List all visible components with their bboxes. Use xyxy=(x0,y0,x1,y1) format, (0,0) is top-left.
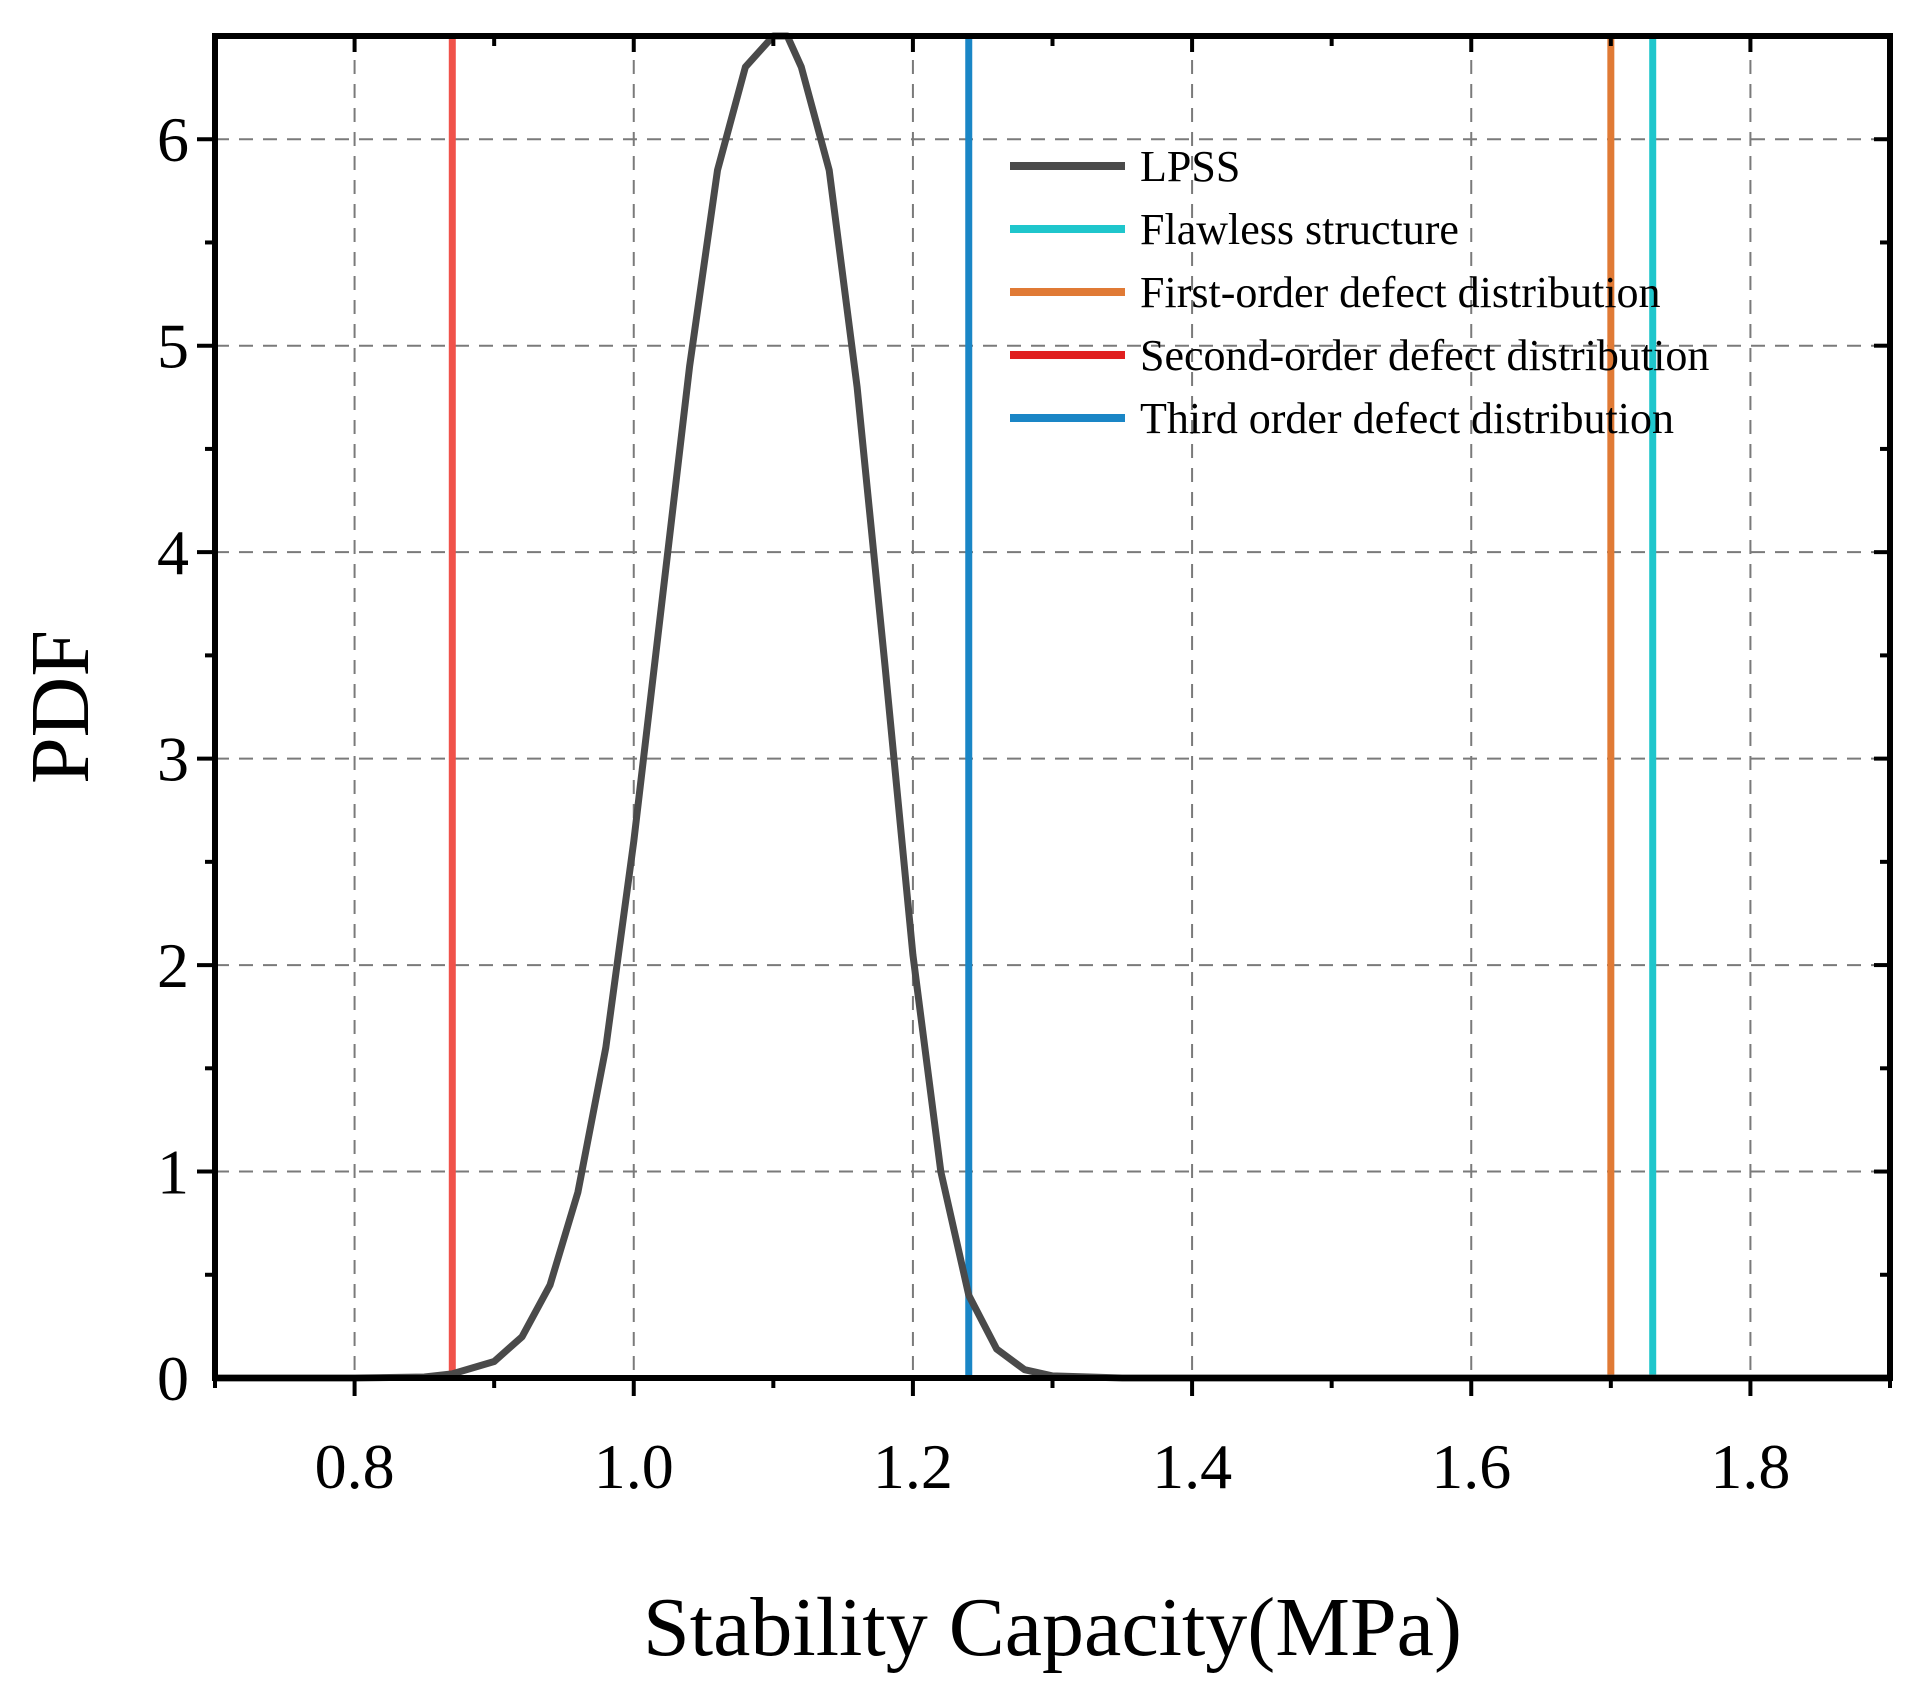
x-axis-title: Stability Capacity(MPa) xyxy=(643,1581,1462,1674)
pdf-curve-layer xyxy=(215,32,1890,1382)
curve-series-0 xyxy=(215,32,1890,1382)
legend-label-0: LPSS xyxy=(1140,142,1240,191)
x-tick-labels: 0.8 1.0 1.2 1.4 1.6 1.8 xyxy=(315,1431,1791,1502)
axis-ticks xyxy=(197,36,1892,1396)
x-tick-label-0: 0.8 xyxy=(315,1431,395,1502)
y-tick-label-0: 0 xyxy=(157,1343,189,1414)
x-tick-label-3: 1.4 xyxy=(1152,1431,1232,1502)
y-tick-labels: 0 1 2 3 4 5 6 xyxy=(157,104,189,1414)
y-tick-label-5: 5 xyxy=(157,311,189,382)
legend-label-4: Third order defect distribution xyxy=(1140,394,1674,443)
y-axis-title: PDF xyxy=(14,630,107,784)
legend-label-1: Flawless structure xyxy=(1140,205,1459,254)
legend: LPSS Flawless structure First-order defect… xyxy=(1010,142,1709,443)
x-tick-label-4: 1.6 xyxy=(1431,1431,1511,1502)
y-tick-label-1: 1 xyxy=(157,1137,189,1208)
x-tick-label-2: 1.2 xyxy=(873,1431,953,1502)
legend-label-2: First-order defect distribution xyxy=(1140,268,1661,317)
legend-label-3: Second-order defect distribution xyxy=(1140,331,1709,380)
y-tick-label-2: 2 xyxy=(157,930,189,1001)
y-tick-label-3: 3 xyxy=(157,724,189,795)
y-tick-label-4: 4 xyxy=(157,517,189,588)
y-tick-label-6: 6 xyxy=(157,104,189,175)
x-tick-label-5: 1.8 xyxy=(1710,1431,1790,1502)
reference-lines xyxy=(448,36,1657,1378)
x-tick-label-1: 1.0 xyxy=(594,1431,674,1502)
